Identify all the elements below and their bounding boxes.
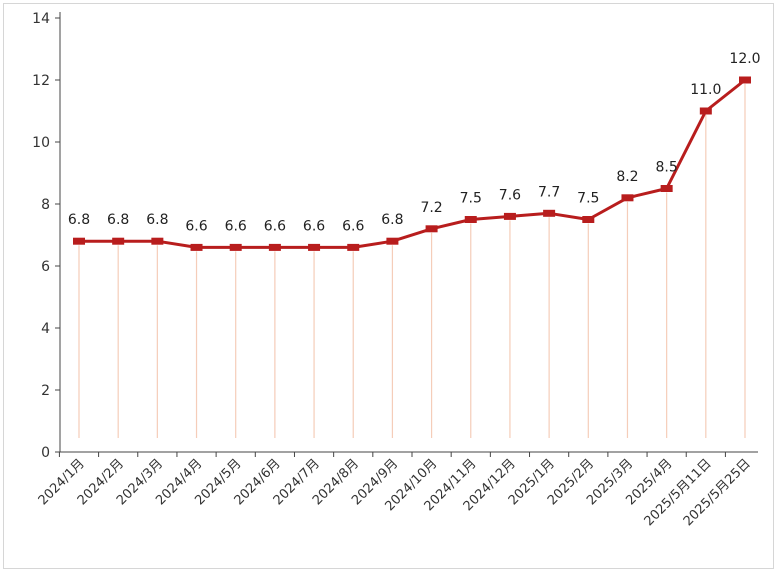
y-tick-label: 6 [41,259,50,275]
chart-frame [3,3,774,569]
data-label: 12.0 [729,51,760,67]
data-point [699,107,712,115]
data-point [425,225,438,233]
data-label: 6.6 [342,218,364,234]
data-point [582,216,595,223]
y-tick-label: 14 [32,11,50,27]
data-label: 6.6 [264,218,286,234]
data-label: 6.8 [146,212,168,228]
data-label: 6.8 [68,212,90,228]
data-label: 8.2 [616,169,638,185]
y-tick-label: 10 [32,135,50,151]
data-point [464,216,477,223]
data-label: 6.8 [381,212,403,228]
data-label: 6.6 [185,218,207,234]
data-point [73,237,85,245]
y-tick-label: 4 [41,321,50,337]
data-point [190,243,203,251]
data-point [268,243,281,251]
data-point [229,243,242,251]
data-point [503,212,516,220]
data-point [386,237,399,245]
y-tick-label: 2 [41,383,50,399]
data-point [112,237,125,245]
data-point [543,209,556,217]
data-point [739,76,751,84]
data-label: 7.7 [538,184,560,200]
data-label: 7.6 [499,187,521,203]
series-line [79,78,746,249]
data-label: 8.5 [656,160,678,176]
data-label: 6.6 [225,218,247,234]
data-label: 7.2 [420,200,442,216]
y-tick-label: 12 [32,73,50,89]
data-label: 7.5 [460,191,482,207]
data-label: 6.8 [107,212,129,228]
y-tick-label: 8 [41,197,50,213]
y-tick-label: 0 [41,445,50,461]
data-point [660,185,673,192]
data-label: 11.0 [690,82,721,98]
data-point [308,243,321,251]
data-point [347,243,360,251]
data-point [151,237,164,245]
data-label: 7.5 [577,191,599,207]
data-point [621,194,634,202]
data-label: 6.6 [303,218,325,234]
